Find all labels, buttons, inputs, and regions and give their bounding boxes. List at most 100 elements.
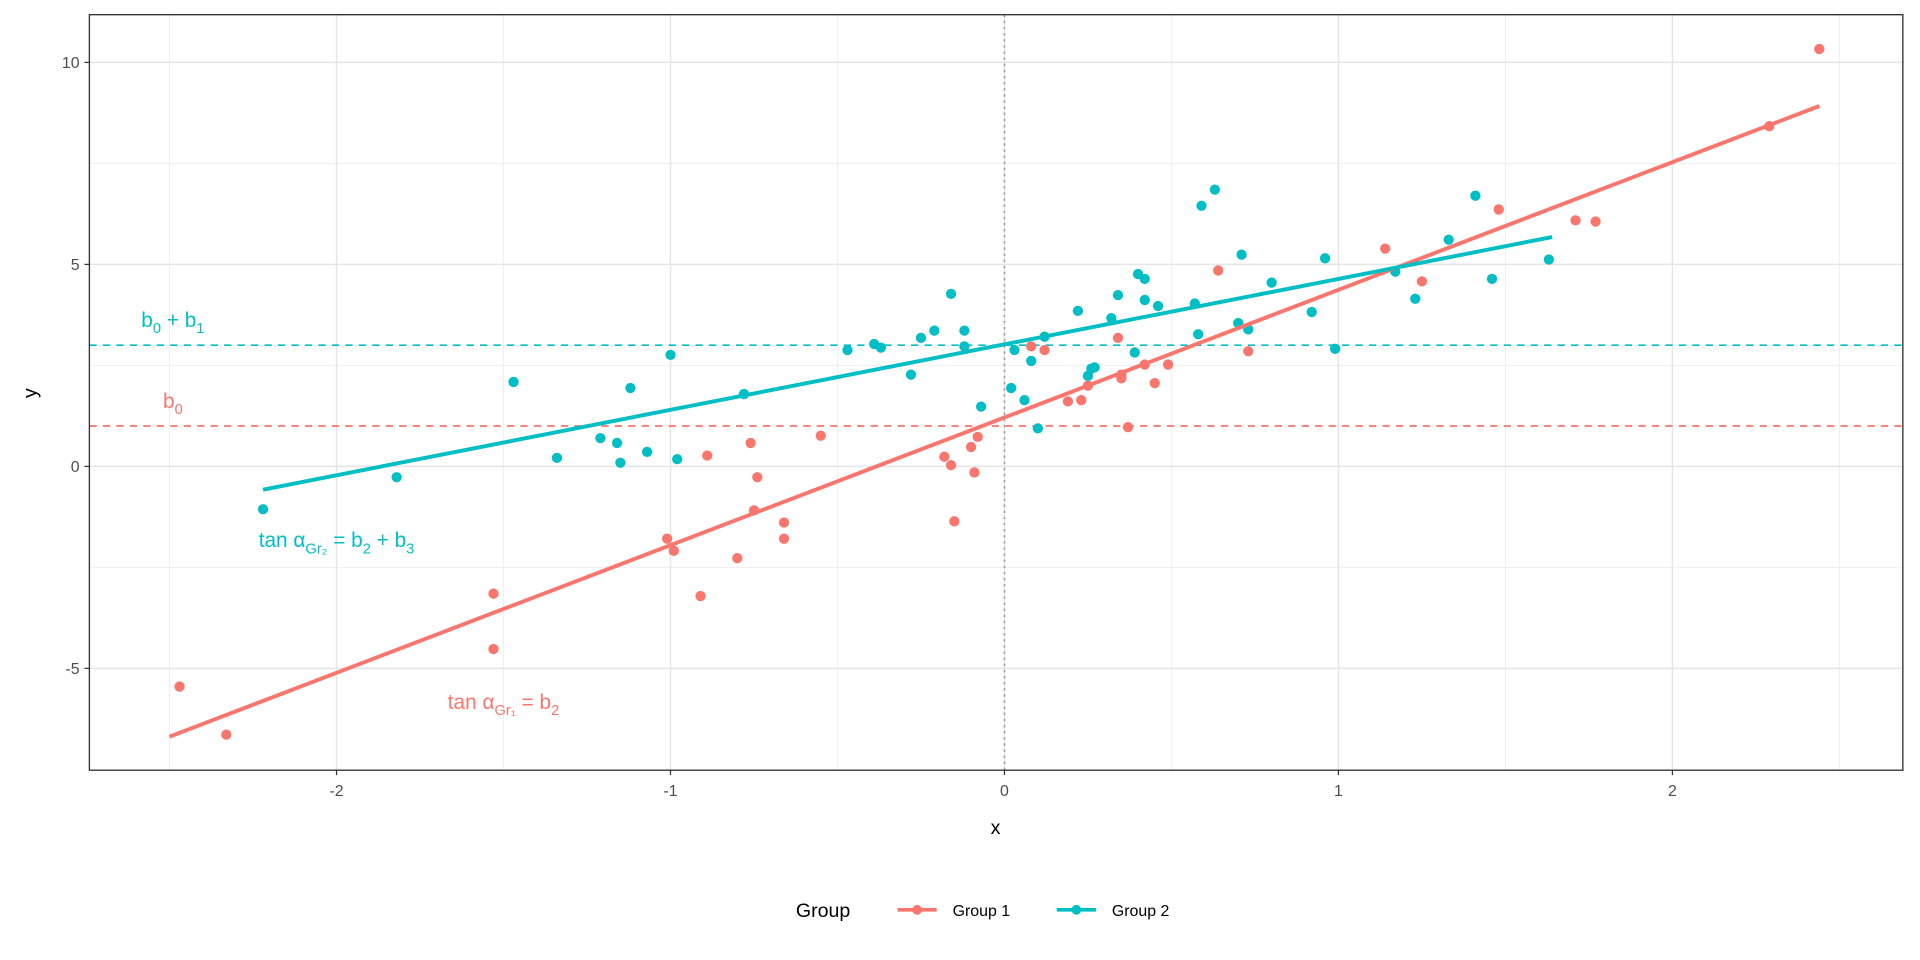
point-group-2 xyxy=(611,437,623,449)
point-group-2 xyxy=(551,452,563,464)
annotation-text: b xyxy=(163,390,175,413)
point-group-2 xyxy=(508,376,519,388)
point-group-2 xyxy=(1306,306,1317,318)
point-group-2 xyxy=(959,341,970,352)
point-group-2 xyxy=(641,446,653,457)
legend-item-group-2[interactable]: Group 2 xyxy=(1056,903,1170,920)
legend: Group Group 1 Group 2 xyxy=(796,900,1170,922)
annotation-subscript: 1 xyxy=(196,321,204,337)
point-group-2 xyxy=(1089,362,1100,373)
point-group-2 xyxy=(1139,294,1150,306)
annotation-text: + b xyxy=(161,309,196,332)
point-group-1 xyxy=(1814,43,1825,55)
legend-key-point-group-2 xyxy=(1071,904,1082,915)
point-group-2 xyxy=(929,325,940,336)
legend-title: Group xyxy=(796,900,851,922)
x-tick-label: 1 xyxy=(1334,783,1343,800)
point-group-1 xyxy=(488,643,499,655)
point-group-2 xyxy=(1032,423,1044,434)
point-group-2 xyxy=(1106,312,1117,324)
point-group-1 xyxy=(778,533,790,544)
point-group-1 xyxy=(702,450,713,461)
point-group-1 xyxy=(1570,215,1581,226)
annotation-text: = b xyxy=(327,529,362,552)
legend-item-group-1[interactable]: Group 1 xyxy=(897,903,1011,920)
point-group-1 xyxy=(1039,344,1050,356)
point-group-1 xyxy=(939,451,950,462)
point-group-2 xyxy=(1072,305,1084,316)
annotation-b0: b0 xyxy=(163,390,183,418)
point-group-2 xyxy=(1543,254,1554,265)
data-points xyxy=(174,43,1825,740)
annotation-text: tan α xyxy=(448,691,495,714)
point-group-2 xyxy=(1193,329,1204,340)
point-group-2 xyxy=(842,344,853,356)
point-group-1 xyxy=(965,441,977,453)
point-group-1 xyxy=(1493,204,1504,215)
y-tick-label: 0 xyxy=(71,459,80,476)
point-group-2 xyxy=(1112,289,1124,301)
annotation-subscript: Gr₂ xyxy=(305,541,327,557)
point-group-2 xyxy=(1486,273,1498,285)
point-group-2 xyxy=(665,349,676,361)
point-group-1 xyxy=(1243,346,1254,357)
annotation-text: b xyxy=(141,309,153,332)
y-tick-label: 5 xyxy=(71,257,80,274)
point-group-2 xyxy=(1139,273,1150,285)
reference-lines xyxy=(89,14,1903,771)
annotation-subscript: 0 xyxy=(175,402,183,418)
point-group-1 xyxy=(221,729,232,740)
plot-panel-border xyxy=(88,14,1904,771)
point-group-1 xyxy=(945,460,957,471)
x-tick-label: 2 xyxy=(1668,783,1677,800)
point-group-1 xyxy=(695,590,706,602)
point-group-1 xyxy=(1416,276,1428,287)
point-group-2 xyxy=(672,453,683,465)
point-group-1 xyxy=(174,681,185,692)
point-group-2 xyxy=(915,332,927,344)
point-group-2 xyxy=(975,401,987,412)
point-group-1 xyxy=(1076,394,1087,406)
annotation-tan-alpha-gr1: tan αGr₁ = b2 xyxy=(448,691,559,719)
annotation-b0-plus-b1: b0 + b1 xyxy=(141,309,204,337)
y-tick-label: -5 xyxy=(65,661,79,678)
point-group-2 xyxy=(1009,344,1020,356)
point-group-2 xyxy=(1443,234,1454,245)
point-group-2 xyxy=(1410,293,1421,304)
point-group-1 xyxy=(752,472,763,483)
point-group-1 xyxy=(1122,422,1134,433)
x-axis-title: x xyxy=(991,817,1001,839)
point-group-2 xyxy=(875,342,887,353)
y-tick-label: 10 xyxy=(62,55,80,72)
point-group-1 xyxy=(732,552,743,564)
point-group-1 xyxy=(488,588,499,599)
x-tick-label: 0 xyxy=(1000,783,1009,800)
point-group-2 xyxy=(1129,347,1140,358)
annotation-subscript: 3 xyxy=(406,541,414,557)
point-group-1 xyxy=(1213,265,1224,276)
point-group-1 xyxy=(969,467,980,478)
point-group-1 xyxy=(662,533,673,544)
point-group-2 xyxy=(959,325,970,336)
point-group-2 xyxy=(1019,394,1030,406)
point-group-1 xyxy=(1062,396,1074,407)
point-group-1 xyxy=(778,517,790,528)
point-group-1 xyxy=(815,430,826,441)
point-group-1 xyxy=(668,545,679,556)
point-group-1 xyxy=(1112,332,1124,344)
point-group-1 xyxy=(1162,359,1174,370)
point-group-2 xyxy=(1026,355,1037,367)
point-group-2 xyxy=(1152,300,1164,312)
fit-line-group-2 xyxy=(262,235,1553,492)
point-group-2 xyxy=(1006,382,1017,394)
point-group-2 xyxy=(1236,249,1247,260)
point-group-1 xyxy=(1380,243,1391,254)
point-group-2 xyxy=(1329,343,1341,354)
point-group-1 xyxy=(1590,216,1601,227)
x-tick-label: -2 xyxy=(329,783,343,800)
annotation-subscript: Gr₁ xyxy=(495,703,516,719)
point-group-2 xyxy=(1196,200,1207,211)
